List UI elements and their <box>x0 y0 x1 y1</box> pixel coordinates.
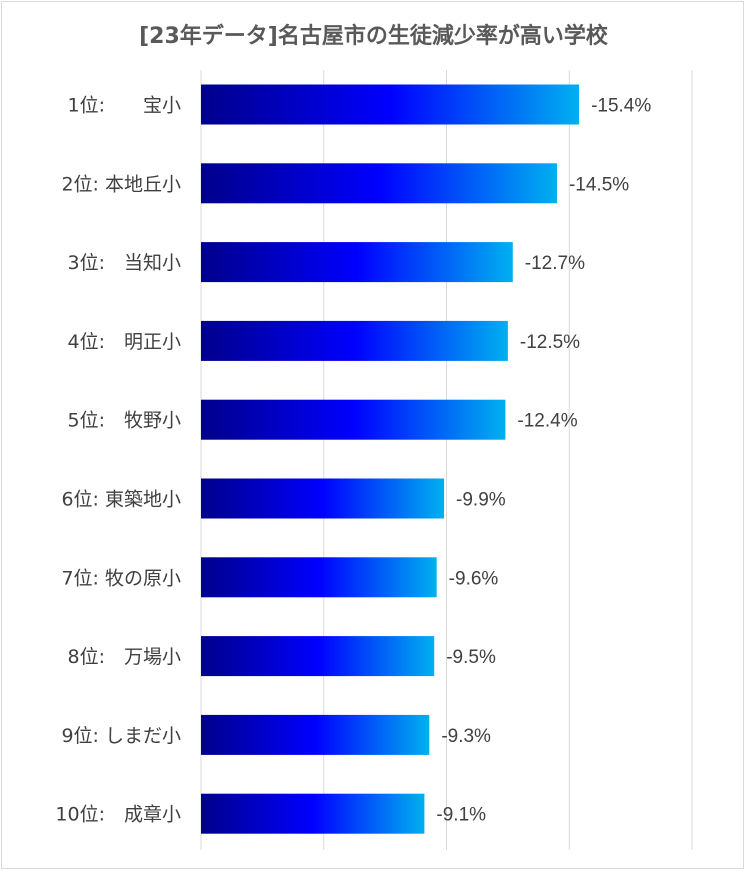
bar-5 <box>201 399 506 440</box>
bar-7 <box>201 557 437 598</box>
value-label-6: -9.9% <box>456 490 506 511</box>
value-label-5: -12.4% <box>517 411 577 432</box>
value-label-4: -12.5% <box>520 332 580 353</box>
category-label-6: 6位: 東築地小 <box>61 489 181 511</box>
bar-2 <box>201 163 557 204</box>
bar-10 <box>201 793 425 834</box>
value-label-3: -12.7% <box>525 253 585 274</box>
bar-9 <box>201 714 430 755</box>
category-label-3: 3位: 当知小 <box>68 252 182 274</box>
category-label-4: 4位: 明正小 <box>68 331 182 353</box>
value-label-10: -9.1% <box>436 805 486 826</box>
category-label-9: 9位: しまだ小 <box>61 725 181 747</box>
bar-1 <box>201 84 580 125</box>
value-label-8: -9.5% <box>446 647 496 668</box>
category-label-1: 1位: 宝小 <box>68 95 182 117</box>
bar-3 <box>201 242 513 283</box>
chart-title: [23年データ]名古屋市の生徒減少率が高い学校 <box>139 24 608 49</box>
bar-8 <box>201 636 435 677</box>
value-label-2: -14.5% <box>569 174 629 195</box>
category-label-2: 2位: 本地丘小 <box>61 173 181 195</box>
category-label-10: 10位: 成章小 <box>55 804 181 826</box>
value-label-7: -9.6% <box>449 568 499 589</box>
bar-4 <box>201 320 508 361</box>
bar-6 <box>201 478 445 519</box>
value-label-1: -15.4% <box>591 96 651 117</box>
category-label-8: 8位: 万場小 <box>68 646 182 668</box>
category-label-5: 5位: 牧野小 <box>68 410 182 432</box>
category-label-7: 7位: 牧の原小 <box>61 567 181 589</box>
value-label-9: -9.3% <box>441 726 491 747</box>
